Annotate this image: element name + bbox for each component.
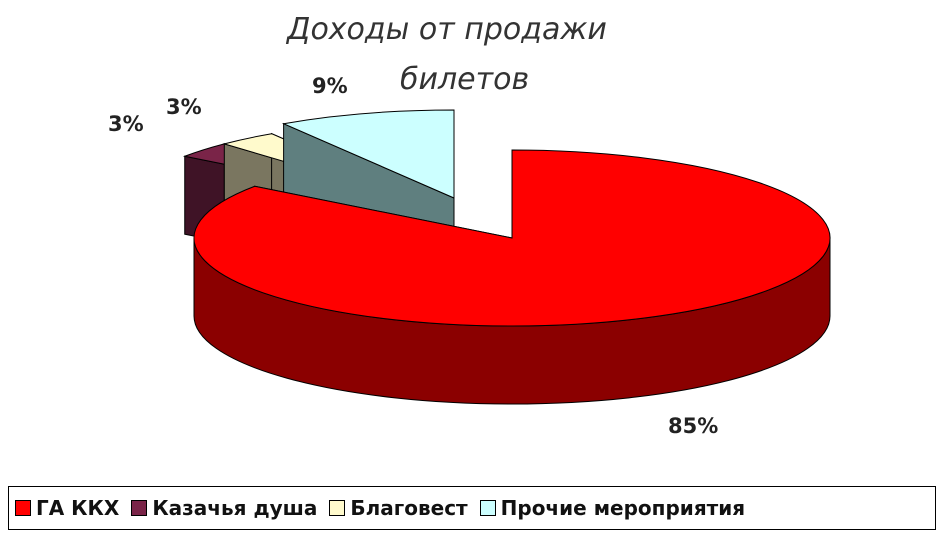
legend-item-ga-kkh: ГА ККХ	[15, 496, 119, 520]
legend-swatch-blagovest	[329, 500, 345, 516]
legend-label-blagovest: Благовест	[350, 496, 467, 520]
legend-label-kazachya-dusha: Казачья душа	[152, 496, 317, 520]
data-label-ga-kkh: 85%	[668, 414, 718, 438]
legend-label-prochie: Прочие мероприятия	[501, 496, 745, 520]
legend-item-blagovest: Благовест	[329, 496, 467, 520]
data-label-prochie: 9%	[312, 74, 348, 98]
data-label-kazachya-dusha: 3%	[108, 112, 144, 136]
chart-title-line-2: билетов	[400, 62, 529, 97]
legend-swatch-kazachya-dusha	[131, 500, 147, 516]
data-label-blagovest: 3%	[166, 95, 202, 119]
legend-item-kazachya-dusha: Казачья душа	[131, 496, 317, 520]
legend-swatch-ga-kkh	[15, 500, 31, 516]
chart-legend: ГА ККХ Казачья душа Благовест Прочие мер…	[8, 486, 936, 530]
legend-swatch-prochie	[480, 500, 496, 516]
chart-title-line-1: Доходы от продажи	[287, 12, 607, 47]
legend-item-prochie: Прочие мероприятия	[480, 496, 745, 520]
legend-label-ga-kkh: ГА ККХ	[36, 496, 119, 520]
